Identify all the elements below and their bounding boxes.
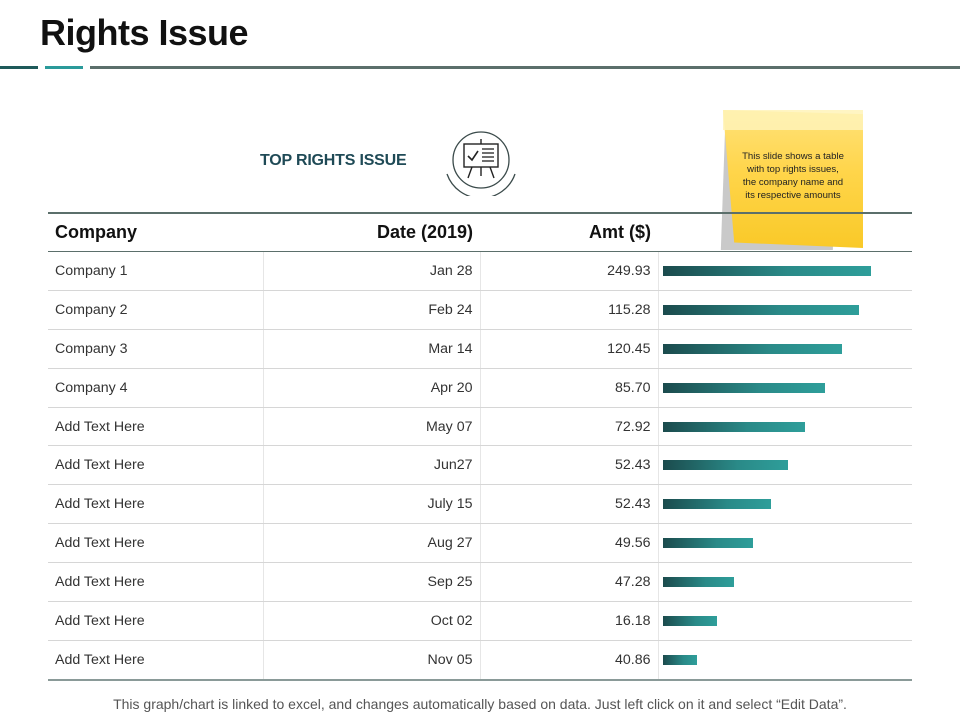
- amount-bar: [662, 460, 788, 471]
- cell-amt: 16.18: [479, 601, 658, 641]
- cell-amt: 47.28: [479, 562, 658, 603]
- title-rule-dark: [0, 66, 38, 69]
- cell-date: Jan 28: [262, 251, 480, 291]
- amount-bar: [662, 382, 825, 393]
- table-row: Company 4 Apr 20 85.70: [48, 368, 912, 408]
- amount-bar: [662, 499, 771, 510]
- amount-bar: [662, 538, 754, 549]
- amount-bar: [662, 304, 859, 315]
- cell-date: May 07: [262, 407, 480, 447]
- cell-company: Add Text Here: [48, 562, 263, 603]
- cell-amt: 49.56: [479, 523, 658, 564]
- table-row: Add Text Here Sep 25 47.28: [48, 562, 912, 603]
- sticky-note-band: [723, 110, 863, 130]
- cell-company: Add Text Here: [48, 523, 263, 564]
- amount-bar: [662, 654, 697, 665]
- amount-bar: [662, 615, 717, 626]
- table-header-row: Company Date (2019) Amt ($): [48, 212, 912, 252]
- cell-amt: 120.45: [479, 329, 658, 369]
- cell-date: Oct 02: [262, 601, 480, 641]
- cell-amt: 85.70: [479, 368, 658, 408]
- amount-bar: [662, 421, 805, 432]
- cell-company: Company 3: [48, 329, 263, 369]
- header-date: Date (2019): [263, 212, 480, 252]
- footer-note: This graph/chart is linked to excel, and…: [113, 696, 847, 712]
- amount-bar: [662, 265, 872, 276]
- cell-date: Mar 14: [262, 329, 480, 369]
- cell-date: Sep 25: [262, 562, 480, 603]
- cell-date: Jun27: [262, 445, 480, 486]
- table-row: Company 3 Mar 14 120.45: [48, 329, 912, 369]
- table-row: Add Text Here May 07 72.92: [48, 407, 912, 447]
- cell-amt: 52.43: [479, 445, 658, 486]
- title-rule-teal: [45, 66, 83, 69]
- table-row: Company 2 Feb 24 115.28: [48, 290, 912, 330]
- cell-company: Company 2: [48, 290, 263, 330]
- table-row: Add Text Here Jun27 52.43: [48, 445, 912, 486]
- cell-bar: [657, 640, 912, 681]
- sticky-note-text: This slide shows a table with top rights…: [742, 151, 844, 201]
- amount-bar: [662, 577, 734, 588]
- cell-bar: [657, 368, 912, 408]
- cell-date: July 15: [262, 484, 480, 525]
- cell-date: Feb 24: [262, 290, 480, 330]
- cell-bar: [657, 601, 912, 641]
- cell-bar: [657, 523, 912, 564]
- cell-bar: [657, 407, 912, 447]
- header-bar: [658, 212, 912, 252]
- cell-company: Add Text Here: [48, 640, 263, 681]
- cell-bar: [657, 251, 912, 291]
- cell-amt: 40.86: [479, 640, 658, 681]
- cell-bar: [657, 445, 912, 486]
- table-row: Company 1 Jan 28 249.93: [48, 251, 912, 291]
- cell-date: Nov 05: [262, 640, 480, 681]
- cell-amt: 72.92: [479, 407, 658, 447]
- cell-company: Add Text Here: [48, 407, 263, 447]
- header-company: Company: [48, 212, 263, 252]
- table-row: Add Text Here July 15 52.43: [48, 484, 912, 525]
- cell-bar: [657, 484, 912, 525]
- presentation-board-checklist-icon: [446, 131, 516, 196]
- cell-company: Company 4: [48, 368, 263, 408]
- cell-date: Apr 20: [262, 368, 480, 408]
- cell-amt: 115.28: [479, 290, 658, 330]
- table-row: Add Text Here Aug 27 49.56: [48, 523, 912, 564]
- cell-bar: [657, 290, 912, 330]
- cell-company: Add Text Here: [48, 601, 263, 641]
- cell-date: Aug 27: [262, 523, 480, 564]
- slide-title: Rights Issue: [40, 12, 249, 53]
- cell-bar: [657, 329, 912, 369]
- rights-issue-table: Company Date (2019) Amt ($) Company 1 Ja…: [48, 212, 912, 681]
- cell-company: Add Text Here: [48, 445, 263, 486]
- header-amt: Amt ($): [480, 212, 658, 252]
- cell-company: Add Text Here: [48, 484, 263, 525]
- table-row: Add Text Here Nov 05 40.86: [48, 640, 912, 681]
- title-rule-gray: [90, 66, 960, 69]
- table-row: Add Text Here Oct 02 16.18: [48, 601, 912, 641]
- cell-company: Company 1: [48, 251, 263, 291]
- cell-amt: 249.93: [479, 251, 658, 291]
- amount-bar: [662, 343, 842, 354]
- section-title: TOP RIGHTS ISSUE: [260, 152, 407, 169]
- cell-bar: [657, 562, 912, 603]
- cell-amt: 52.43: [479, 484, 658, 525]
